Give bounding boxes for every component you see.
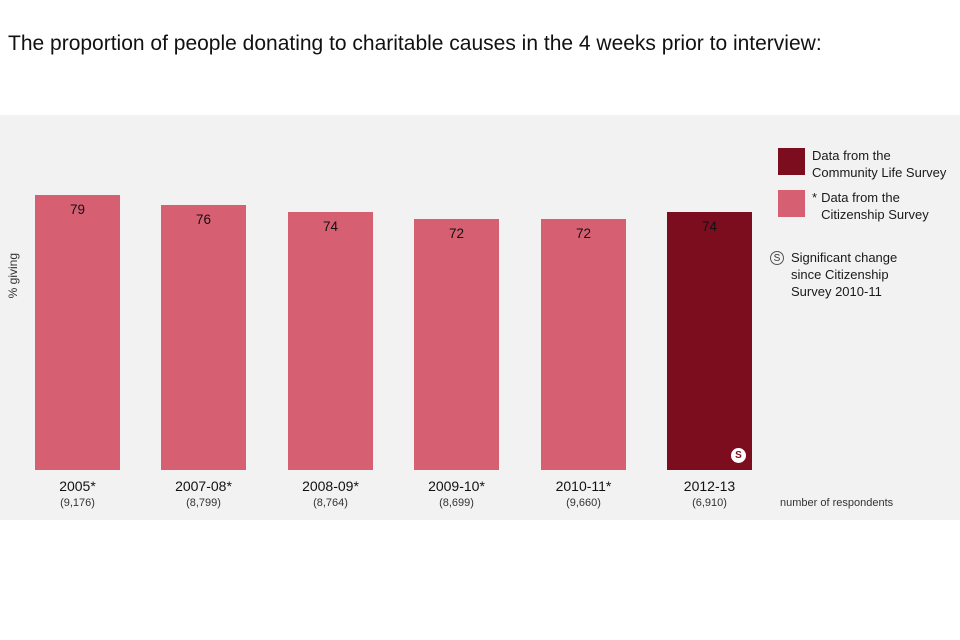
- footnote-number-of-respondents: number of respondents: [780, 497, 894, 509]
- bar: 74 S: [667, 212, 752, 470]
- page-title: The proportion of people donating to cha…: [8, 32, 822, 55]
- legend-item-citizenship: * Data from the Citizenship Survey: [778, 190, 929, 224]
- respondent-count: (8,799): [186, 497, 221, 509]
- legend-label-significant: Significant change since Citizenship Sur…: [791, 250, 898, 299]
- bar-column: 79 2005* (9,176): [35, 115, 120, 520]
- x-axis-label: 2008-09*: [302, 478, 359, 494]
- s-in-circle-icon: S: [770, 251, 784, 265]
- bar-column: 72 2009-10* (8,699): [414, 115, 499, 520]
- respondent-count: (8,764): [313, 497, 348, 509]
- bar: 72: [541, 219, 626, 470]
- bar-value-label: 74: [701, 219, 718, 234]
- bars-area: 79 2005* (9,176) 76 2007-08* (8,799) 74 2008-09…: [0, 115, 960, 520]
- bar-value-label: 76: [195, 212, 212, 227]
- citizenship-swatch: [778, 190, 805, 217]
- bar-value-label: 79: [69, 202, 86, 217]
- x-axis-label: 2012-13: [683, 478, 736, 494]
- bar-column: 76 2007-08* (8,799): [161, 115, 246, 520]
- bar: 79: [35, 195, 120, 470]
- respondent-count: (9,660): [566, 497, 601, 509]
- respondent-count: (8,699): [439, 497, 474, 509]
- respondent-count: (6,910): [692, 497, 727, 509]
- respondent-count: (9,176): [60, 497, 95, 509]
- bar: 76: [161, 205, 246, 470]
- x-axis-label: 2007-08*: [175, 478, 232, 494]
- legend-item-community-life: Data from the Community Life Survey: [778, 148, 946, 182]
- asterisk-marker: *: [812, 190, 818, 205]
- legend-item-significant: S Significant change since Citizenship S…: [770, 250, 897, 301]
- x-axis-label: 2010-11*: [555, 478, 612, 494]
- bar: 72: [414, 219, 499, 470]
- legend-label-community-life: Data from the Community Life Survey: [812, 148, 947, 180]
- legend-label-citizenship: Data from the Citizenship Survey: [821, 190, 929, 222]
- chart-panel: % giving 79 2005* (9,176) 76 2007-08* (8,799)…: [0, 115, 960, 520]
- community-life-swatch: [778, 148, 805, 175]
- bar-column: 72 2010-11* (9,660): [541, 115, 626, 520]
- bar-value-label: 72: [575, 226, 592, 241]
- x-axis-label: 2005*: [59, 478, 96, 494]
- x-axis-label: 2009-10*: [428, 478, 485, 494]
- bar-value-label: 74: [322, 219, 339, 234]
- bar-column: 74 S 2012-13 (6,910): [667, 115, 752, 520]
- bar-value-label: 72: [448, 226, 465, 241]
- bar: 74: [288, 212, 373, 470]
- bar-column: 74 2008-09* (8,764): [288, 115, 373, 520]
- s-in-circle-badge: S: [731, 448, 746, 463]
